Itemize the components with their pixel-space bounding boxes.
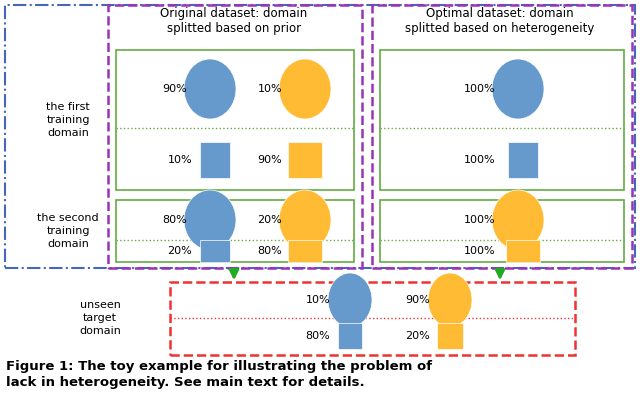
Text: Figure 1: The toy example for illustrating the problem of: Figure 1: The toy example for illustrati… xyxy=(6,360,432,373)
Text: Original dataset: domain
splitted based on prior: Original dataset: domain splitted based … xyxy=(161,7,308,35)
Bar xyxy=(116,200,354,262)
Bar xyxy=(508,142,538,178)
Bar xyxy=(288,240,322,262)
Text: 10%: 10% xyxy=(306,295,330,305)
Bar xyxy=(170,282,575,355)
Text: 20%: 20% xyxy=(406,331,430,341)
Text: 80%: 80% xyxy=(306,331,330,341)
Bar xyxy=(380,50,624,190)
Text: 20%: 20% xyxy=(258,215,282,225)
Text: lack in heterogeneity. See main text for details.: lack in heterogeneity. See main text for… xyxy=(6,376,365,389)
Text: 10%: 10% xyxy=(258,84,282,94)
Text: 90%: 90% xyxy=(258,155,282,165)
Text: 100%: 100% xyxy=(464,246,496,256)
Text: 80%: 80% xyxy=(163,215,188,225)
Ellipse shape xyxy=(328,273,372,327)
Bar xyxy=(372,5,632,268)
Bar xyxy=(288,142,322,178)
Bar xyxy=(108,5,362,268)
Bar xyxy=(437,323,463,349)
Text: 90%: 90% xyxy=(406,295,430,305)
Bar xyxy=(506,240,540,262)
Ellipse shape xyxy=(184,59,236,119)
Ellipse shape xyxy=(428,273,472,327)
Ellipse shape xyxy=(184,190,236,250)
Text: 100%: 100% xyxy=(464,215,496,225)
Bar xyxy=(200,142,230,178)
Bar xyxy=(380,200,624,262)
Bar xyxy=(5,5,635,268)
Text: the first
training
domain: the first training domain xyxy=(46,102,90,138)
Text: 90%: 90% xyxy=(163,84,188,94)
Ellipse shape xyxy=(492,190,544,250)
Ellipse shape xyxy=(279,59,331,119)
Text: Optimal dataset: domain
splitted based on heterogeneity: Optimal dataset: domain splitted based o… xyxy=(405,7,595,35)
Text: unseen
target
domain: unseen target domain xyxy=(79,300,121,336)
Text: 80%: 80% xyxy=(258,246,282,256)
Text: 100%: 100% xyxy=(464,155,496,165)
Text: 20%: 20% xyxy=(168,246,193,256)
Text: 10%: 10% xyxy=(168,155,192,165)
Text: 100%: 100% xyxy=(464,84,496,94)
Text: the second
training
domain: the second training domain xyxy=(37,213,99,249)
Ellipse shape xyxy=(492,59,544,119)
Bar xyxy=(338,323,362,349)
Ellipse shape xyxy=(279,190,331,250)
Bar xyxy=(116,50,354,190)
Bar xyxy=(200,240,230,262)
